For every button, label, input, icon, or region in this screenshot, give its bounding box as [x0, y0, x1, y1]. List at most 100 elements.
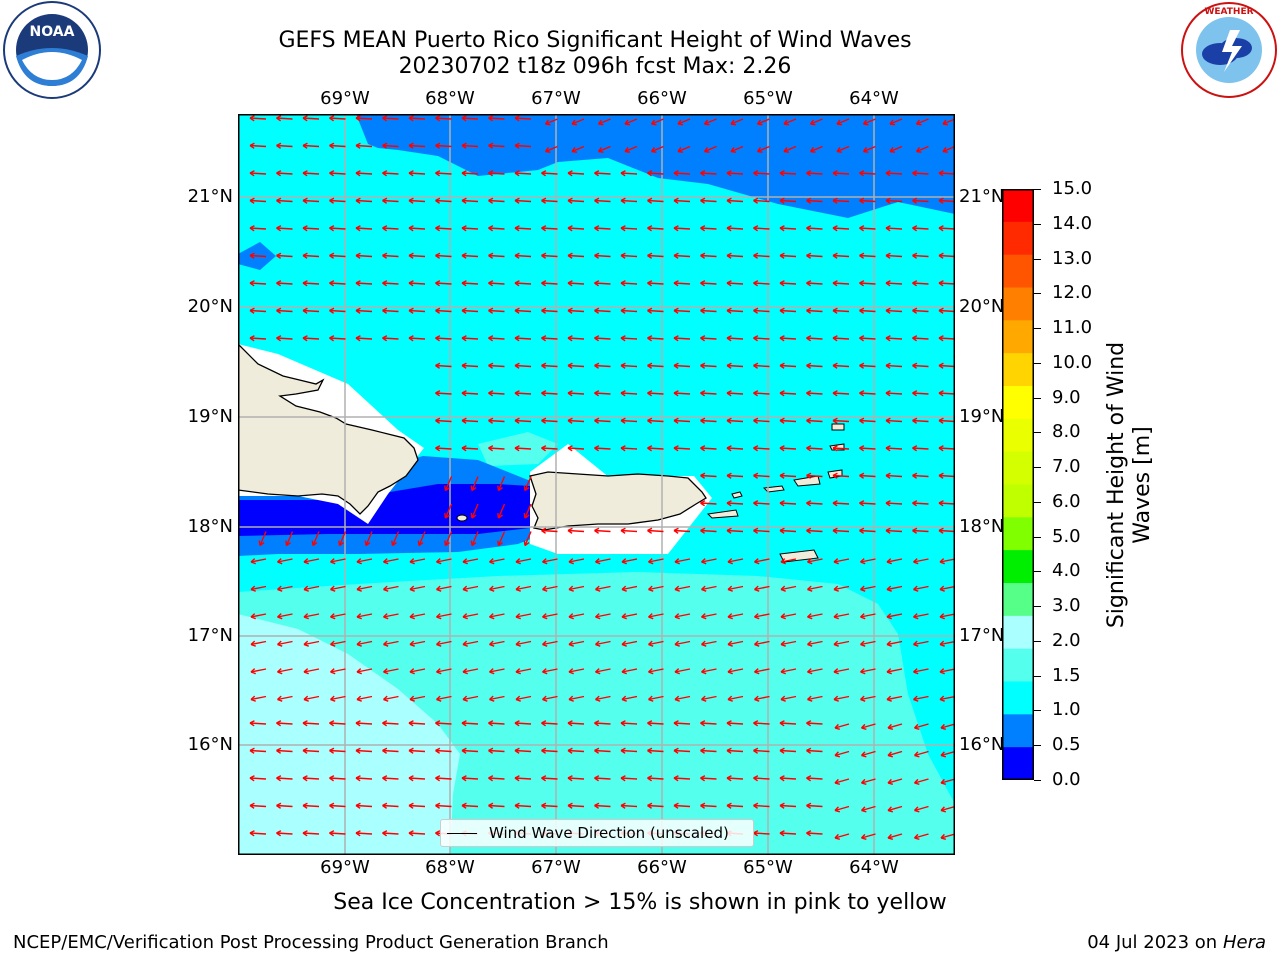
wind-wave-arrow [461, 364, 479, 368]
wind-wave-arrowhead [912, 472, 918, 479]
wind-wave-arrow [436, 695, 452, 701]
wind-wave-arrow [303, 613, 320, 618]
wind-wave-arrow [568, 640, 585, 646]
wind-wave-arrowhead [673, 775, 679, 782]
wind-wave-arrowhead [673, 802, 679, 809]
wind-wave-arrowhead [595, 558, 601, 565]
map-svg [238, 114, 955, 855]
wind-wave-arrow [779, 309, 797, 313]
wind-wave-arrowhead [594, 197, 600, 204]
wind-wave-arrowhead [356, 695, 362, 702]
wind-wave-arrowhead [488, 252, 494, 259]
wind-wave-arrowhead [567, 252, 573, 259]
wind-wave-arrowhead [887, 833, 894, 840]
wind-wave-arrowhead [355, 170, 361, 177]
wind-wave-arrow [435, 199, 452, 203]
colorbar-tick-label: 0.5 [1052, 734, 1081, 756]
wind-wave-arrowhead [677, 147, 684, 153]
wind-wave-arrow [542, 695, 558, 701]
wind-wave-arrowhead [779, 170, 785, 177]
wind-wave-arrow [754, 585, 770, 591]
wind-wave-arrow [594, 172, 611, 175]
wind-wave-arrowhead [913, 585, 919, 592]
wind-wave-arrowhead [938, 225, 944, 232]
wind-wave-arrow [621, 695, 638, 701]
wind-wave-arrowhead [567, 390, 573, 397]
wind-wave-arrow [912, 529, 929, 533]
lon-label-top: 67°W [531, 88, 581, 109]
wind-wave-arrowhead [779, 280, 785, 287]
wind-wave-arrowhead [779, 335, 785, 342]
wind-wave-arrow [461, 777, 479, 780]
wind-wave-arrow [754, 668, 770, 673]
wind-wave-arrow [674, 695, 691, 701]
wind-wave-arrowhead [779, 500, 785, 507]
wind-wave-arrow [302, 282, 320, 285]
wind-wave-arrowhead [912, 280, 918, 287]
wind-wave-arrowhead [594, 802, 600, 809]
wind-wave-arrow [753, 282, 770, 285]
wind-wave-arrow [330, 558, 346, 563]
wind-wave-arrowhead [568, 695, 574, 702]
contour-hisp-south-0.0-0.5 [238, 484, 530, 536]
wind-wave-arrow [567, 227, 585, 230]
wind-wave-arrow [514, 804, 532, 808]
wind-wave-arrow [435, 172, 452, 175]
wind-wave-arrowhead [523, 485, 530, 492]
wind-wave-arrowhead [568, 558, 574, 565]
wind-wave-arrowhead [542, 558, 548, 565]
wind-wave-arrow [806, 392, 823, 395]
wind-wave-arrow [938, 199, 955, 203]
wind-wave-arrow [444, 531, 453, 546]
wind-wave-arrow [807, 640, 823, 646]
colorbar-tick-mark [1034, 432, 1041, 434]
wind-wave-arrowhead [355, 280, 361, 287]
land-mona-island [456, 514, 468, 522]
wind-wave-arrowhead [514, 802, 520, 809]
wind-wave-arrowhead [594, 225, 600, 232]
wind-wave-arrow [753, 419, 770, 423]
wind-wave-arrow [700, 529, 717, 533]
wind-wave-arrow [444, 503, 453, 519]
wind-wave-arrow [886, 695, 903, 701]
wind-wave-arrowhead [594, 417, 600, 424]
wind-wave-arrowhead [488, 197, 494, 204]
wind-wave-arrow [647, 419, 664, 423]
wind-wave-arrowhead [912, 252, 918, 259]
wind-wave-arrowhead [753, 775, 759, 782]
wind-wave-arrow [859, 474, 876, 478]
wind-wave-arrow [329, 337, 346, 340]
wind-wave-arrow [807, 695, 823, 701]
wind-wave-arrowhead [859, 500, 865, 507]
wind-wave-arrow [806, 419, 823, 423]
wind-wave-arrow [594, 337, 611, 340]
wind-wave-arrowhead [621, 613, 627, 620]
wind-wave-arrow [939, 640, 955, 646]
wind-wave-arrow [914, 723, 929, 729]
wind-wave-arrowhead [302, 197, 308, 204]
wind-wave-arrowhead [673, 307, 679, 314]
wind-wave-arrow [594, 392, 611, 395]
wind-wave-arrowhead [885, 500, 891, 507]
wind-wave-arrow [276, 804, 293, 808]
wind-wave-arrow [567, 392, 585, 395]
wind-wave-arrowhead [488, 142, 494, 149]
wind-wave-arrowhead [753, 362, 759, 369]
colorbar-tick-label: 14.0 [1052, 212, 1093, 234]
wind-wave-arrow [860, 668, 876, 673]
wind-wave-arrowhead [836, 147, 843, 153]
wind-wave-arrow [648, 558, 664, 563]
colorbar-tick-mark [1034, 710, 1041, 712]
wind-wave-arrow [461, 199, 479, 203]
wind-wave-arrow [435, 144, 452, 148]
wind-wave-arrowhead [408, 335, 414, 342]
wind-wave-arrowhead [730, 119, 737, 126]
wind-wave-arrowhead [726, 417, 732, 424]
wind-wave-arrowhead [249, 142, 255, 149]
wind-wave-arrowhead [779, 445, 785, 452]
wind-wave-arrow [885, 282, 903, 285]
lat-label-right: 16°N [959, 734, 1005, 755]
wind-wave-arrow [886, 613, 903, 618]
wind-wave-arrow [700, 364, 717, 368]
wind-wave-arrow [806, 364, 823, 368]
